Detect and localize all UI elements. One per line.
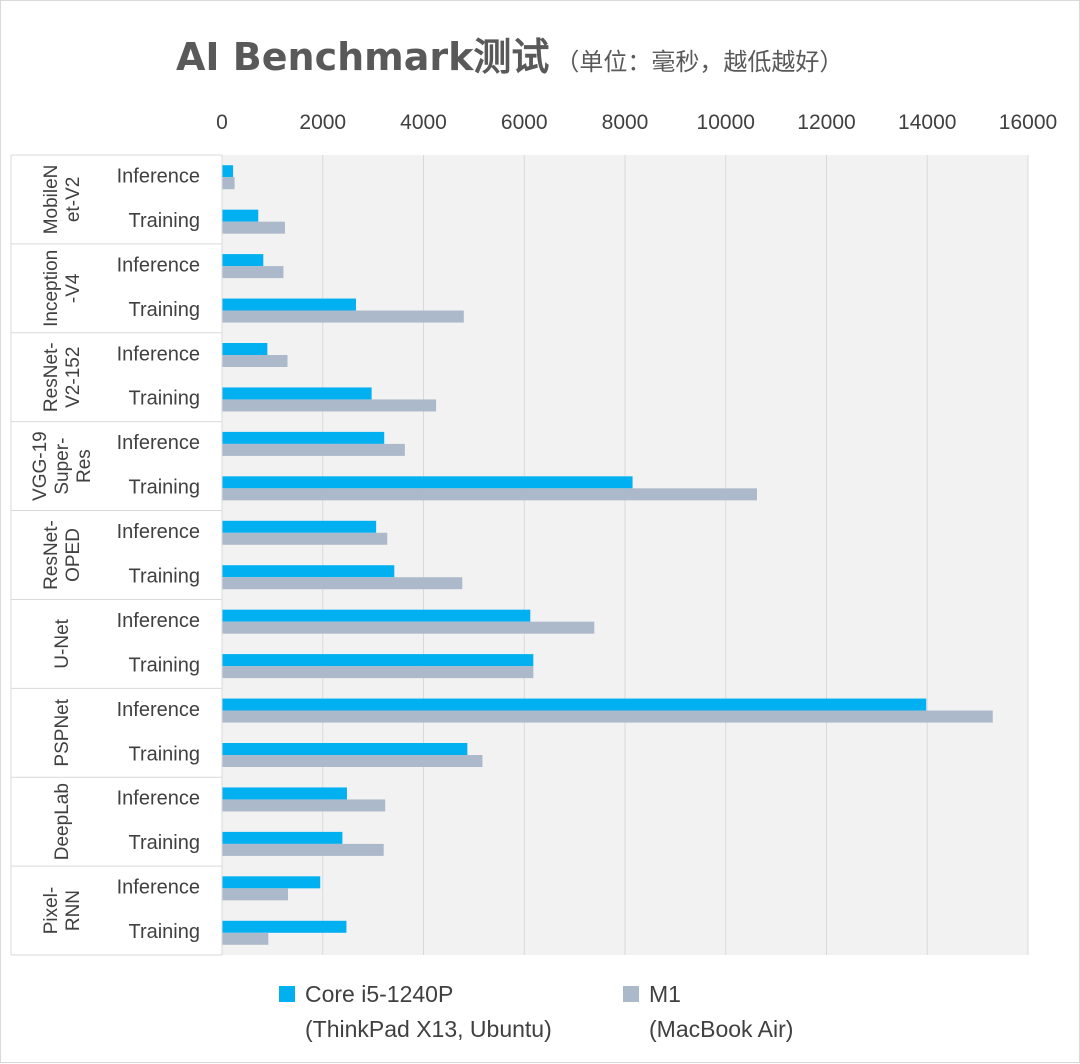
- bar-m1: [222, 888, 288, 901]
- group-label-line: ResNet-: [41, 520, 62, 590]
- legend-label: Core i5-1240P: [305, 981, 453, 1007]
- bar-core-i5: [222, 209, 259, 222]
- bar-m1: [222, 532, 388, 545]
- row-label: Training: [128, 654, 200, 676]
- group-label: VGG-19Super-Res: [30, 431, 95, 501]
- group-label-line: ResNet-: [41, 342, 62, 412]
- legend-swatch-m1: [623, 986, 639, 1002]
- bar-m1: [222, 221, 285, 234]
- bar-core-i5: [222, 343, 268, 355]
- group-label-line: Pixel-: [41, 887, 62, 935]
- group-label-line: U-Net: [52, 618, 73, 668]
- row-label: Inference: [117, 254, 200, 276]
- bar-core-i5: [222, 298, 356, 311]
- bar-core-i5: [222, 743, 468, 755]
- bar-m1: [222, 177, 235, 190]
- bar-m1: [222, 443, 405, 456]
- row-label: Training: [128, 921, 200, 943]
- bar-core-i5: [222, 165, 234, 178]
- bar-core-i5: [222, 831, 343, 844]
- bar-core-i5: [222, 520, 377, 533]
- row-label: Training: [128, 477, 200, 499]
- bar-core-i5: [222, 254, 264, 267]
- bar-m1: [222, 310, 464, 323]
- bar-m1: [222, 577, 463, 590]
- x-tick-label: 8000: [602, 111, 649, 134]
- bar-core-i5: [222, 387, 372, 400]
- group-label: ResNet-OPED: [41, 520, 84, 590]
- bar-core-i5: [222, 876, 321, 889]
- row-label: Inference: [117, 343, 200, 365]
- legend-sublabel: (ThinkPad X13, Ubuntu): [305, 1016, 552, 1042]
- row-label: Training: [128, 299, 200, 321]
- group-label-line: DeepLab: [52, 783, 73, 860]
- bar-core-i5: [222, 565, 395, 578]
- row-label: Inference: [117, 166, 200, 188]
- chart-title-main: AI Benchmark测试: [176, 35, 549, 79]
- group-label: MobileNet-V2: [41, 165, 84, 235]
- group-label-line: V2-152: [63, 347, 84, 408]
- row-label: Training: [128, 743, 200, 765]
- legend-swatch-core-i5: [279, 986, 295, 1002]
- bar-core-i5: [222, 654, 534, 667]
- group-label-line: Inception: [41, 250, 62, 327]
- group-label-line: -V4: [63, 273, 84, 303]
- bar-m1: [222, 710, 993, 723]
- bar-core-i5: [222, 698, 927, 711]
- bar-core-i5: [222, 476, 633, 489]
- row-label: Inference: [117, 699, 200, 721]
- group-label-line: OPED: [63, 528, 84, 582]
- group-label: U-Net: [52, 618, 73, 668]
- x-tick-label: 6000: [501, 111, 548, 134]
- x-tick-label: 4000: [400, 111, 447, 134]
- x-tick-label: 16000: [999, 111, 1057, 134]
- bar-core-i5: [222, 920, 347, 933]
- bar-core-i5: [222, 431, 385, 444]
- bar-m1: [222, 799, 386, 812]
- bar-m1: [222, 488, 757, 501]
- x-tick-label: 2000: [299, 111, 346, 134]
- row-label: Inference: [117, 877, 200, 899]
- group-label: Inception-V4: [41, 250, 84, 327]
- bar-m1: [222, 399, 437, 412]
- bar-m1: [222, 621, 595, 634]
- bar-m1: [222, 843, 384, 856]
- legend-sublabel: (MacBook Air): [649, 1016, 793, 1042]
- group-label: Pixel-RNN: [41, 887, 84, 935]
- group-label-line: et-V2: [63, 177, 84, 222]
- x-tick-label: 14000: [898, 111, 956, 134]
- row-label: Inference: [117, 432, 200, 454]
- x-tick-label: 10000: [697, 111, 755, 134]
- x-tick-label: 0: [216, 111, 228, 134]
- chart-title-unit: （单位：毫秒，越低越好）: [555, 48, 843, 76]
- row-label: Training: [128, 566, 200, 588]
- bar-m1: [222, 355, 288, 367]
- group-label-line: Res: [74, 449, 95, 483]
- bar-core-i5: [222, 609, 531, 622]
- group-label: DeepLab: [52, 783, 73, 860]
- row-label: Inference: [117, 788, 200, 810]
- group-label-line: RNN: [63, 890, 84, 931]
- bar-m1: [222, 666, 534, 679]
- x-tick-label: 12000: [797, 111, 855, 134]
- group-label-line: Super-: [52, 438, 73, 495]
- row-label: Inference: [117, 610, 200, 632]
- row-label: Training: [128, 832, 200, 854]
- bar-m1: [222, 755, 483, 767]
- chart-title: AI Benchmark测试 （单位：毫秒，越低越好）: [176, 35, 843, 79]
- group-label-line: VGG-19: [30, 431, 51, 501]
- row-label: Training: [128, 210, 200, 232]
- bar-core-i5: [222, 787, 347, 800]
- group-label-line: MobileN: [41, 165, 62, 235]
- group-label: ResNet-V2-152: [41, 342, 84, 412]
- row-label: Inference: [117, 521, 200, 543]
- bar-m1: [222, 266, 284, 279]
- legend-label: M1: [649, 981, 681, 1007]
- row-label: Training: [128, 388, 200, 410]
- bar-m1: [222, 932, 269, 945]
- group-label: PSPNet: [52, 698, 73, 766]
- group-label-line: PSPNet: [52, 698, 73, 766]
